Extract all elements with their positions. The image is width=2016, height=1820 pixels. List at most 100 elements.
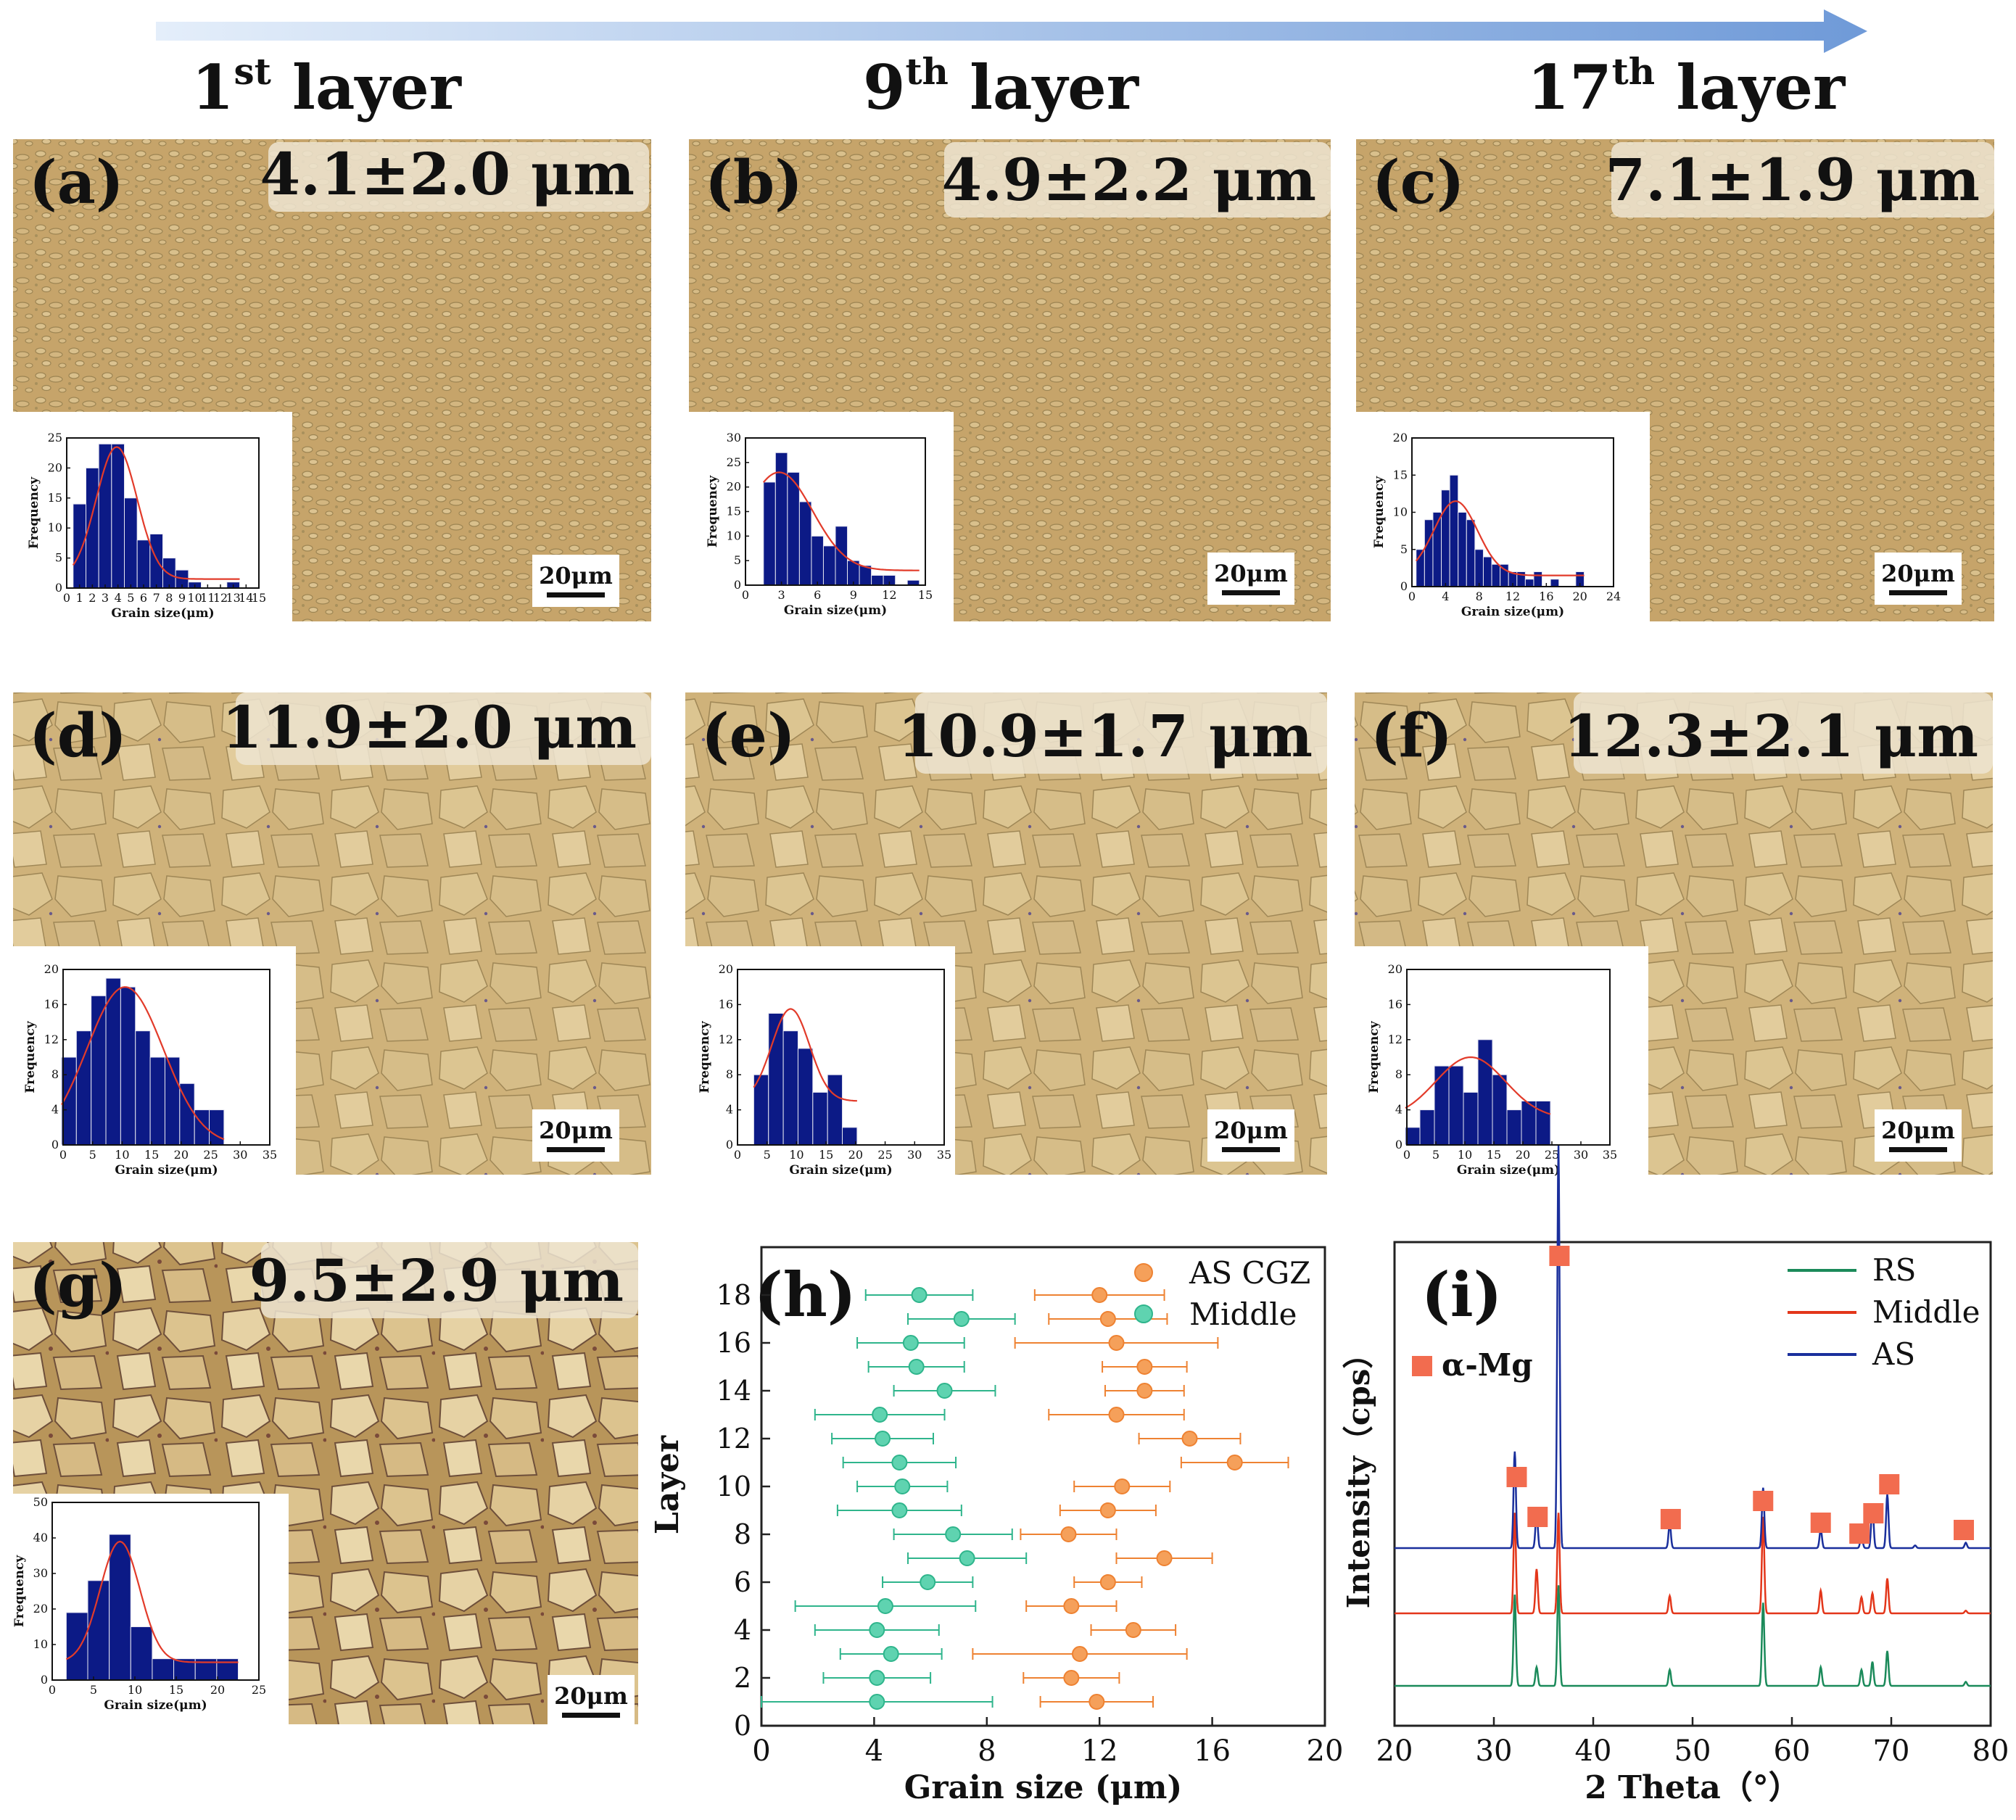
- scale-bar-box: [548, 1675, 635, 1727]
- y-tick-label: 0: [41, 1673, 48, 1687]
- histogram-bar: [1448, 1065, 1464, 1146]
- x-tick-label: 35: [937, 1148, 951, 1162]
- data-point: [877, 1598, 893, 1614]
- y-tick-label: 15: [48, 491, 62, 505]
- x-tick-label: 60: [1774, 1734, 1811, 1768]
- x-tick-label: 4: [115, 591, 122, 605]
- alpha-mg-marker: [1810, 1513, 1831, 1533]
- x-tick-label: 35: [1603, 1148, 1617, 1162]
- y-tick-label: 20: [44, 962, 59, 976]
- legend-label: RS: [1872, 1252, 1916, 1288]
- data-point: [1099, 1311, 1116, 1327]
- y-axis-label: Frequency: [1372, 476, 1387, 548]
- histogram-bar: [842, 1127, 858, 1146]
- fit-curve: [72, 446, 240, 580]
- x-tick-label: 6: [140, 591, 147, 605]
- data-point: [1136, 1383, 1153, 1399]
- x-tick-label: 20: [174, 1148, 189, 1162]
- scale-bar-box: [532, 1109, 619, 1162]
- histogram-bar: [1458, 512, 1467, 587]
- x-tick-label: 8: [1476, 590, 1483, 603]
- data-point: [1125, 1622, 1141, 1638]
- micrograph-panel-g: 9.5±2.9 μm (g) 20μm 0 5 10 15 20 25 0 10 20 30 40 50 Gr…: [12, 1242, 638, 1727]
- histogram-bar: [149, 1056, 165, 1146]
- scale-bar-label: 20μm: [1214, 560, 1288, 587]
- histogram-bar: [1492, 1074, 1508, 1146]
- x-tick-label: 25: [252, 1683, 266, 1697]
- histogram-bar: [827, 1074, 843, 1146]
- x-tick-label: 16: [1539, 590, 1553, 603]
- y-tick-label: 0: [55, 581, 62, 595]
- histogram-bar: [1477, 1039, 1493, 1146]
- x-tick-label: 0: [742, 588, 749, 602]
- x-tick-label: 0: [49, 1683, 56, 1697]
- data-point: [872, 1407, 888, 1423]
- grain-size-label-box: [915, 692, 1327, 774]
- alpha-mg-legend-marker: [1412, 1356, 1432, 1376]
- x-tick-label: 20: [848, 1148, 863, 1162]
- histogram-bar: [162, 558, 176, 589]
- y-tick-label: 4: [726, 1103, 733, 1117]
- fit-curve: [753, 1008, 857, 1102]
- scale-bar: [1889, 1147, 1947, 1152]
- histogram-bar: [152, 1658, 175, 1681]
- histogram-bar: [871, 574, 884, 586]
- data-point: [891, 1455, 908, 1471]
- histogram-bar: [73, 503, 87, 589]
- y-tick-label: 30: [727, 431, 741, 444]
- histogram-frame: [1406, 969, 1611, 1146]
- histogram-bar: [149, 533, 163, 589]
- scale-bar-box: [1207, 1109, 1294, 1162]
- y-tick-label: 12: [719, 1033, 733, 1046]
- y-tick-label: 15: [1393, 468, 1408, 481]
- x-tick-label: 3: [102, 591, 109, 605]
- data-point: [1063, 1598, 1080, 1614]
- y-tick-label: 0: [51, 1138, 59, 1151]
- legend-label: AS: [1872, 1336, 1915, 1372]
- histogram-inset-g: 0 5 10 15 20 25 0 10 20 30 40 50 Grain size(μm) Frequ…: [12, 1494, 289, 1724]
- xrd-trace-as: [1395, 1145, 1991, 1550]
- x-axis-label: 2 Theta（°）: [1585, 1769, 1801, 1806]
- y-tick-label: 6: [734, 1566, 751, 1598]
- histogram-bar: [797, 1048, 814, 1146]
- grain-size-label-box: [1574, 692, 1993, 774]
- x-tick-label: 0: [1403, 1148, 1410, 1162]
- scale-bar-box: [1207, 553, 1294, 605]
- x-tick-label: 11: [200, 591, 215, 605]
- y-axis-label: Layer: [649, 1435, 686, 1534]
- x-tick-label: 15: [252, 591, 266, 605]
- histogram-bar: [1419, 1109, 1435, 1146]
- histogram-inset-b: 0 3 6 9 12 15 0 5 10 15 20 25 30 Grain size(μm) Freque…: [689, 412, 954, 621]
- data-point: [936, 1383, 953, 1399]
- alpha-mg-marker: [1879, 1474, 1900, 1494]
- y-tick-label: 0: [1400, 579, 1408, 593]
- data-point: [953, 1311, 970, 1327]
- histogram-bar: [1463, 1091, 1479, 1146]
- histogram-bar: [209, 1109, 225, 1146]
- histogram-bar: [822, 545, 836, 586]
- y-tick-label: 16: [719, 997, 733, 1011]
- panel-letter: (i): [1421, 1259, 1502, 1331]
- x-tick-label: 0: [734, 1148, 741, 1162]
- x-tick-label: 8: [978, 1734, 996, 1768]
- data-point: [1156, 1550, 1173, 1566]
- x-tick-label: 15: [918, 588, 933, 602]
- layer-header-3: 17th layer: [1527, 50, 1846, 123]
- y-tick-label: 5: [734, 553, 741, 567]
- x-tick-label: 10: [1458, 1148, 1472, 1162]
- alpha-mg-marker: [1506, 1467, 1527, 1487]
- y-axis-label: Frequency: [12, 1555, 27, 1627]
- y-tick-label: 20: [727, 480, 741, 494]
- x-tick-label: 20: [1376, 1734, 1413, 1768]
- fit-curve: [1405, 1056, 1551, 1115]
- x-tick-label: 20: [1572, 590, 1587, 603]
- y-tick-label: 0: [726, 1138, 733, 1151]
- fit-curve: [61, 986, 225, 1141]
- alpha-mg-marker: [1660, 1509, 1681, 1529]
- legend-marker: [1134, 1263, 1153, 1282]
- x-tick-label: 20: [1516, 1148, 1530, 1162]
- x-tick-label: 5: [1432, 1148, 1439, 1162]
- histogram-bar: [1533, 571, 1543, 587]
- x-tick-label: 15: [144, 1148, 159, 1162]
- scale-bar-label: 20μm: [1881, 1117, 1955, 1144]
